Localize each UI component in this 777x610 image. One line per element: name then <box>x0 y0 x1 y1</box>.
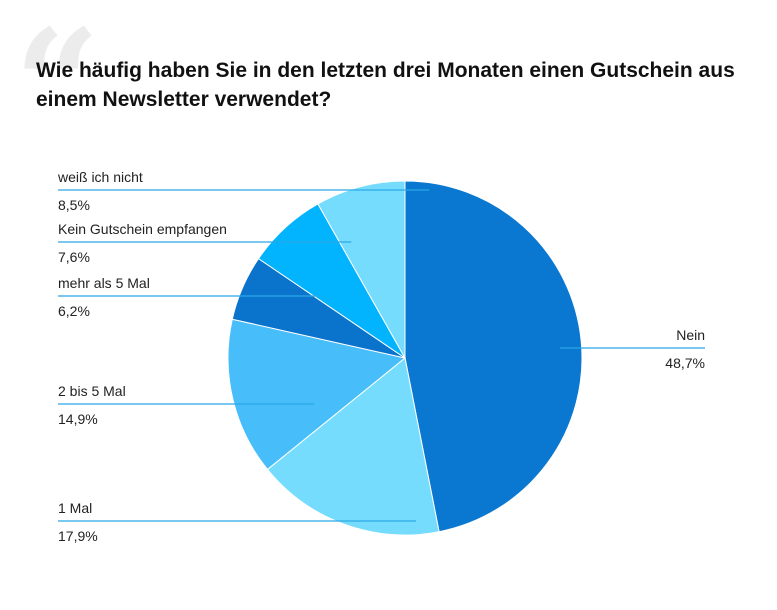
slice-label-nein: Nein 48,7% <box>560 327 705 371</box>
slice-label-value-weiss-ich-nicht: 8,5% <box>58 197 90 213</box>
chart-title: Wie häufig haben Sie in den letzten drei… <box>36 59 735 111</box>
slice-label-name-weiss-ich-nicht: weiß ich nicht <box>57 169 143 185</box>
slice-label-name-nein: Nein <box>676 327 705 343</box>
slice-label-name-2-bis-5-mal: 2 bis 5 Mal <box>58 383 126 399</box>
pie-slice-nein <box>404 180 583 533</box>
slice-label-mehr-als-5-mal: mehr als 5 Mal 6,2% <box>58 275 320 319</box>
quote-icon: “ <box>14 0 101 173</box>
slice-label-name-mehr-als-5-mal: mehr als 5 Mal <box>58 275 150 291</box>
slice-label-value-kein-gutschein-empfangen: 7,6% <box>58 249 90 265</box>
slice-label-name-1-mal: 1 Mal <box>58 500 92 516</box>
pie-slice-2-bis-5-mal <box>227 318 407 471</box>
slice-label-value-nein: 48,7% <box>665 355 705 371</box>
pie-slice-1-mal <box>266 357 440 536</box>
slice-label-1-mal: 1 Mal 17,9% <box>58 500 417 544</box>
pie-slice-weiss-ich-nicht <box>317 180 406 360</box>
slice-label-value-2-bis-5-mal: 14,9% <box>58 411 98 427</box>
slice-label-value-mehr-als-5-mal: 6,2% <box>58 303 90 319</box>
slice-label-kein-gutschein-empfangen: Kein Gutschein empfangen 7,6% <box>58 221 352 265</box>
slice-label-value-1-mal: 17,9% <box>58 528 98 544</box>
slice-label-weiss-ich-nicht: weiß ich nicht 8,5% <box>57 169 430 213</box>
slice-label-2-bis-5-mal: 2 bis 5 Mal 14,9% <box>58 383 315 427</box>
slice-label-name-kein-gutschein-empfangen: Kein Gutschein empfangen <box>58 221 227 237</box>
